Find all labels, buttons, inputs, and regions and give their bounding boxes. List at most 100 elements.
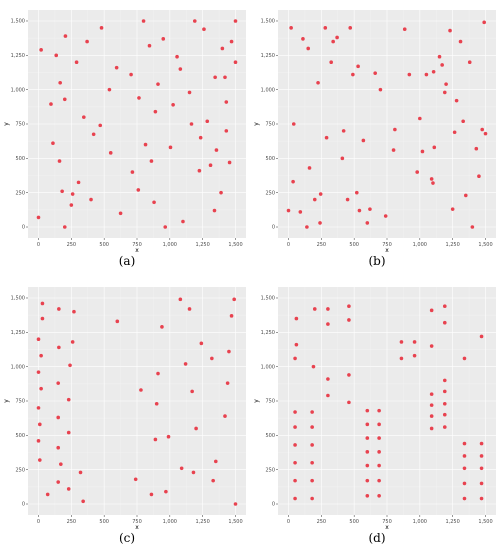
scatter-point: [307, 166, 312, 170]
y-tick-label: 250: [15, 467, 25, 473]
scatter-point: [40, 301, 45, 306]
x-tick-label: 0: [37, 242, 40, 248]
scatter-point: [293, 356, 297, 361]
scatter-point: [38, 458, 42, 462]
x-axis-title: x: [135, 524, 139, 531]
scatter-point: [54, 53, 59, 58]
scatter-point: [424, 72, 429, 77]
scatter-point: [429, 414, 434, 418]
scatter-point: [212, 208, 217, 213]
scatter-point: [462, 441, 467, 446]
scatter-point: [442, 378, 447, 383]
scatter-point: [175, 54, 179, 59]
y-axis-title: y: [3, 399, 10, 403]
y-tick-label: 1,250: [261, 53, 275, 59]
scatter-point: [154, 401, 159, 406]
scatter-point: [199, 341, 204, 346]
scatter-point: [51, 141, 55, 146]
scatter-point: [463, 193, 468, 198]
scatter-point: [442, 90, 447, 95]
scatter-point: [229, 314, 234, 318]
scatter-point: [149, 159, 154, 163]
y-tick-label: 500: [15, 433, 25, 439]
scatter-point: [224, 100, 229, 104]
panel-caption: (c): [119, 531, 135, 545]
scatter-point: [291, 122, 296, 126]
x-tick-label: 1,250: [445, 519, 459, 525]
scatter-point: [190, 389, 194, 394]
scatter-point: [130, 170, 135, 174]
scatter-point: [470, 225, 475, 229]
scatter-point: [316, 80, 320, 85]
scatter-point: [310, 443, 314, 447]
scatter-point: [39, 386, 43, 391]
scatter-point: [365, 436, 370, 440]
x-tick-label: 1,250: [445, 242, 459, 248]
y-axis-title: y: [253, 399, 260, 403]
scatter-point: [415, 170, 420, 174]
scatter-point: [198, 135, 203, 140]
scatter-point: [163, 225, 168, 229]
scatter-point: [479, 454, 484, 458]
x-tick-label: 1,000: [413, 519, 427, 525]
scatter-point: [187, 90, 192, 95]
scatter-point: [326, 307, 330, 311]
y-tick-label: 1,500: [11, 19, 25, 25]
scatter-point: [191, 470, 196, 475]
scatter-point: [377, 408, 381, 413]
x-tick-label: 750: [382, 242, 392, 248]
scatter-point: [40, 316, 45, 321]
y-tick-label: 250: [265, 190, 275, 196]
scatter-point: [66, 487, 71, 491]
scatter-point: [335, 35, 339, 40]
x-tick-label: 500: [349, 519, 359, 525]
scatter-point: [220, 46, 225, 51]
scatter-point: [56, 480, 61, 484]
y-tick-label: 0: [22, 225, 25, 231]
scatter-point: [305, 225, 309, 229]
scatter-point: [377, 493, 381, 498]
scatter-point: [133, 477, 138, 482]
scatter-point: [429, 177, 434, 181]
scatter-point: [107, 87, 112, 92]
x-axis-title: x: [135, 247, 139, 254]
scatter-point: [164, 489, 168, 494]
panel-caption: (a): [119, 254, 136, 268]
x-tick-label: 1,000: [163, 519, 177, 525]
scatter-point: [147, 43, 152, 48]
scatter-point: [483, 131, 488, 136]
scatter-point: [306, 46, 311, 51]
y-tick-label: 1,000: [11, 364, 25, 370]
scatter-point: [179, 466, 184, 471]
x-tick-label: 250: [317, 242, 327, 248]
scatter-point: [310, 461, 314, 465]
scatter-point: [214, 148, 219, 152]
scatter-point: [461, 119, 465, 124]
scatter-point: [318, 192, 323, 196]
scatter-point: [365, 463, 370, 468]
scatter-point: [437, 54, 442, 59]
scatter-point: [429, 308, 434, 313]
scatter-point: [452, 130, 457, 135]
scatter-point: [368, 207, 372, 211]
scatter-point: [153, 109, 158, 114]
scatter-point: [365, 408, 370, 413]
scatter-point: [479, 334, 484, 339]
scatter-point: [143, 142, 148, 147]
scatter-point: [85, 39, 89, 44]
scatter-point: [412, 340, 417, 344]
scatter-point: [181, 219, 185, 224]
scatter-point: [301, 37, 305, 41]
scatter-point: [78, 470, 83, 475]
scatter-point: [444, 82, 448, 86]
scatter-point: [197, 168, 202, 173]
scatter-point: [365, 422, 370, 427]
scatter-point: [310, 496, 314, 501]
scatter-point: [477, 174, 481, 178]
scatter-point: [418, 116, 422, 121]
scatter-point: [137, 96, 141, 100]
scatter-point: [187, 307, 192, 311]
scatter-point: [412, 353, 417, 358]
scatter-point: [49, 102, 53, 106]
